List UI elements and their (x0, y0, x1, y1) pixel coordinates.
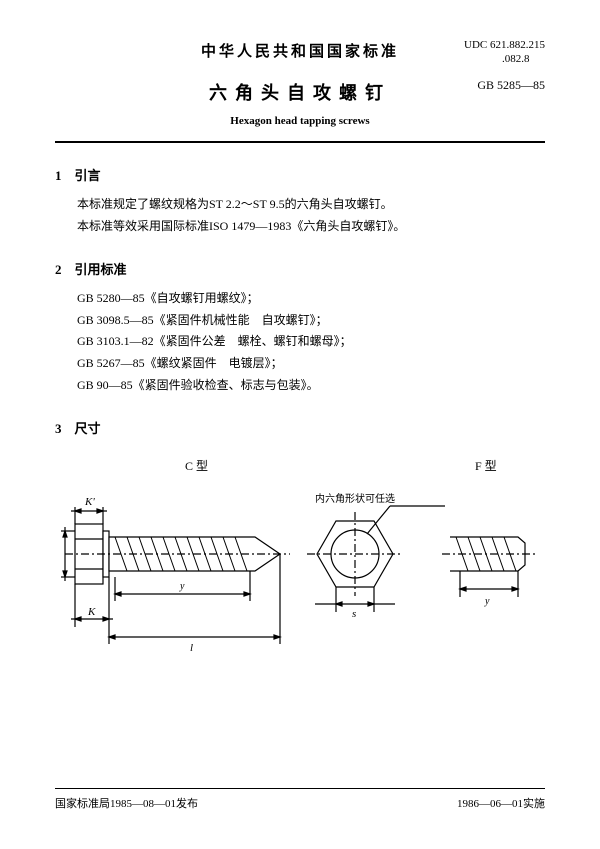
section-2-num: 2 (55, 262, 62, 277)
ref-item: GB 3103.1—82《紧固件公差 螺栓、螺钉和螺母》； (77, 331, 545, 353)
main-title-cn: 六角头自攻螺钉 (55, 79, 545, 105)
section-2-title: 引用标准 (75, 262, 127, 277)
standard-code: GB 5285—85 (477, 78, 545, 93)
section-1-head: 1 引言 (55, 165, 545, 184)
dim-k: K (87, 606, 96, 618)
udc-label: UDC (464, 39, 487, 51)
dim-y: y (179, 581, 185, 592)
page-footer: 国家标准局1985—08—01发布 1986—06—01实施 (55, 788, 545, 811)
intro-line1: 本标准规定了螺纹规格为ST 2.2～ST 9.5的六角头自攻螺钉。 (77, 194, 545, 216)
hex-annotation: 内六角形状可任选 (315, 492, 395, 505)
udc-value: 621.882.215 (490, 39, 545, 51)
footer-effective: 1986—06—01实施 (457, 795, 545, 811)
udc-sub: .082.8 (464, 53, 530, 65)
section-3-head: 3 尺寸 (55, 418, 545, 437)
dim-y-f: y (484, 596, 490, 607)
dim-l: l (190, 642, 193, 654)
section-3-num: 3 (55, 421, 62, 436)
reference-list: GB 5280—85《自攻螺钉用螺纹》； GB 3098.5—85《紧固件机械性… (77, 288, 545, 396)
figure-area: C 型 F 型 (55, 457, 545, 667)
ref-item: GB 90—85《紧固件验收检查、标志与包装》。 (77, 375, 545, 397)
ref-item: GB 3098.5—85《紧固件机械性能 自攻螺钉》； (77, 310, 545, 332)
intro-text: 本标准规定了螺纹规格为ST 2.2～ST 9.5的六角头自攻螺钉。 本标准等效采… (77, 194, 545, 237)
dim-kp: K' (84, 496, 95, 508)
intro-line2: 本标准等效采用国际标准ISO 1479—1983《六角头自攻螺钉》。 (77, 216, 545, 238)
header-rule (55, 141, 545, 143)
dim-s: s (352, 608, 356, 620)
section-3-title: 尺寸 (75, 421, 101, 436)
technical-drawing: K' K l y 内六角形状可任选 s (55, 469, 545, 669)
footer-issued: 国家标准局1985—08—01发布 (55, 795, 198, 811)
section-1-num: 1 (55, 168, 62, 183)
ref-item: GB 5280—85《自攻螺钉用螺纹》； (77, 288, 545, 310)
ref-item: GB 5267—85《螺纹紧固件 电镀层》； (77, 353, 545, 375)
section-2-head: 2 引用标准 (55, 259, 545, 278)
section-1-title: 引言 (75, 168, 101, 183)
main-title-en: Hexagon head tapping screws (55, 115, 545, 127)
udc-block: UDC 621.882.215 .082.8 (464, 38, 545, 67)
